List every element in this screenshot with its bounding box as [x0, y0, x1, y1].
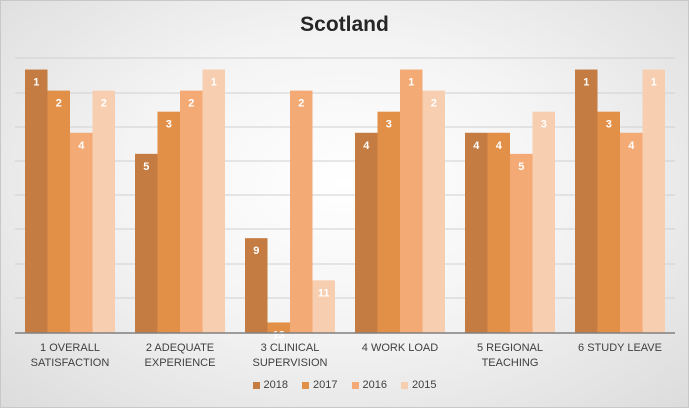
bar-2018-5 [465, 132, 488, 333]
bar-2018-3 [245, 238, 268, 333]
data-label: 2 [298, 98, 304, 110]
data-label: 11 [318, 287, 330, 299]
x-tick-label: 1 OVERALL [40, 342, 100, 354]
legend-item-2017: 2017 [302, 379, 338, 391]
legend-swatch [302, 381, 310, 389]
legend-label: 2018 [263, 379, 289, 391]
legend: 2018 2017 2016 2015 [1, 379, 688, 391]
data-label: 3 [541, 119, 547, 131]
data-label: 3 [606, 119, 612, 131]
bar-2015-4 [422, 90, 445, 333]
x-tick-label: 6 STUDY LEAVE [578, 342, 662, 354]
data-label: 4 [496, 140, 503, 152]
legend-swatch [351, 381, 359, 389]
x-tick-label: 5 REGIONAL [477, 342, 543, 354]
x-tick-label: 3 CLINICAL [261, 342, 320, 354]
data-label: 3 [386, 119, 392, 131]
legend-item-2016: 2016 [351, 379, 387, 391]
chart-title: Scotland [300, 13, 389, 36]
bar-2017-4 [377, 111, 400, 333]
bar-2016-5 [510, 153, 533, 333]
legend-item-2015: 2015 [400, 379, 437, 391]
bar-2017-5 [487, 132, 510, 333]
data-label: 2 [431, 98, 437, 110]
data-label: 2 [56, 98, 62, 110]
legend-label: 2017 [313, 379, 338, 391]
bar-2017-1 [47, 90, 70, 333]
x-tick-label: TEACHING [482, 357, 539, 369]
data-label: 3 [166, 119, 172, 131]
bar-2015-1 [92, 90, 115, 333]
data-label: 4 [473, 140, 480, 152]
legend-swatch [252, 381, 260, 389]
bar-2018-4 [355, 132, 378, 333]
legend-item-2018: 2018 [252, 379, 289, 391]
bar-2016-1 [70, 132, 93, 333]
x-tick-label: EXPERIENCE [145, 357, 216, 369]
data-label: 9 [253, 245, 259, 257]
data-label: 4 [628, 140, 635, 152]
bar-2016-3 [290, 90, 313, 333]
bar-2015-2 [202, 69, 225, 334]
bar-2016-6 [620, 132, 643, 333]
data-label: 2 [101, 98, 107, 110]
legend-label: 2015 [411, 379, 437, 391]
bar-2017-6 [597, 111, 620, 333]
data-label: 4 [78, 140, 85, 152]
x-tick-label: SUPERVISION [253, 357, 328, 369]
bar-2015-5 [532, 111, 555, 333]
data-label: 1 [33, 77, 39, 89]
data-label: 1 [583, 77, 589, 89]
data-label: 1 [408, 77, 414, 89]
bar-2017-3 [267, 322, 290, 333]
bar-2017-2 [157, 111, 180, 333]
legend-swatch [400, 381, 408, 389]
x-tick-label: 4 WORK LOAD [362, 342, 438, 354]
x-tick-label: SATISFACTION [31, 357, 110, 369]
bar-2016-4 [400, 69, 423, 334]
data-label: 5 [518, 161, 524, 173]
bar-2015-6 [642, 69, 665, 334]
data-label: 1 [651, 77, 657, 89]
data-label: 4 [363, 140, 370, 152]
bar-2016-2 [180, 90, 203, 333]
bar-2015-3 [312, 280, 335, 333]
bar-2018-2 [135, 153, 158, 333]
data-label: 2 [188, 98, 194, 110]
data-label: 5 [143, 161, 149, 173]
bar-2018-1 [25, 69, 48, 334]
x-tick-label: 2 ADEQUATE [146, 342, 214, 354]
bar-2018-6 [575, 69, 598, 334]
data-label: 1 [211, 77, 217, 89]
legend-label: 2016 [362, 379, 387, 391]
data-label: 13 [273, 329, 285, 341]
